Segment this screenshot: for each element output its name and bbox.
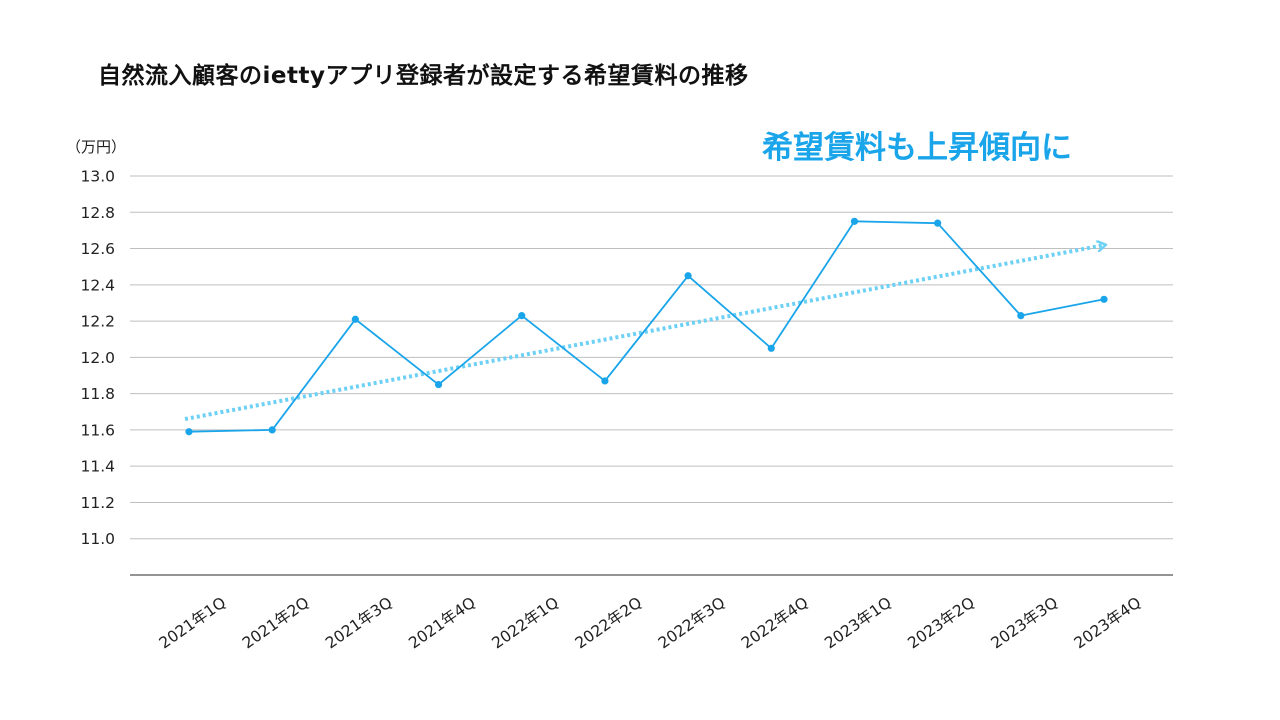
data-point	[434, 380, 443, 389]
x-tick-label: 2022年4Q	[738, 594, 811, 653]
y-tick-label: 11.0	[80, 530, 115, 548]
data-point	[268, 426, 276, 434]
x-tick-label: 2022年1Q	[489, 594, 562, 653]
y-tick-label: 12.4	[80, 276, 115, 294]
data-point	[351, 315, 359, 323]
x-tick-label: 2023年1Q	[821, 594, 894, 653]
x-tick-label: 2021年3Q	[322, 594, 395, 653]
x-tick-label: 2021年2Q	[239, 594, 312, 653]
grid-lines	[130, 175, 1173, 576]
y-tick-label: 11.2	[80, 494, 115, 512]
y-tick-label: 12.6	[80, 240, 115, 258]
y-axis-unit-label: （万円）	[66, 138, 127, 156]
x-tick-label: 2022年2Q	[572, 594, 645, 653]
x-axis-ticks: 2021年1Q 2021年2Q 2021年3Q 2021年4Q 2022年1Q 2022年…	[156, 594, 1144, 653]
y-tick-label: 11.8	[80, 385, 115, 403]
x-tick-label: 2023年2Q	[905, 594, 978, 653]
data-point	[601, 377, 609, 385]
y-tick-label: 12.0	[80, 349, 115, 367]
y-tick-label: 13.0	[80, 168, 115, 186]
series-line	[188, 220, 1105, 433]
x-tick-label: 2021年1Q	[156, 594, 229, 653]
data-point	[850, 217, 859, 225]
trend-line	[184, 245, 1105, 421]
x-tick-label: 2023年4Q	[1071, 594, 1144, 653]
trend-annotation: 希望賃料も上昇傾向に	[762, 130, 1072, 166]
y-axis-ticks: 11.0 11.2 11.4 11.6 11.8 12.0 12.2 12.4 12.6 12.8…	[80, 168, 115, 549]
data-point	[185, 428, 193, 436]
chart-title: 自然流入顧客のiettyアプリ登録者が設定する希望賃料の推移	[98, 63, 749, 89]
series-layer	[185, 217, 1108, 436]
data-point	[1100, 295, 1108, 303]
trend-line-layer	[184, 245, 1105, 421]
x-tick-label: 2021年4Q	[405, 594, 478, 653]
y-tick-label: 12.2	[80, 313, 115, 331]
data-point	[684, 272, 692, 280]
data-point	[1017, 312, 1025, 320]
y-tick-label: 12.8	[80, 204, 115, 222]
x-tick-label: 2023年3Q	[988, 594, 1061, 653]
data-point	[934, 219, 942, 227]
y-tick-label: 11.4	[80, 458, 115, 476]
data-point	[767, 344, 775, 352]
y-tick-label: 11.6	[80, 421, 115, 439]
x-tick-label: 2022年3Q	[655, 594, 728, 653]
data-point	[518, 312, 526, 320]
